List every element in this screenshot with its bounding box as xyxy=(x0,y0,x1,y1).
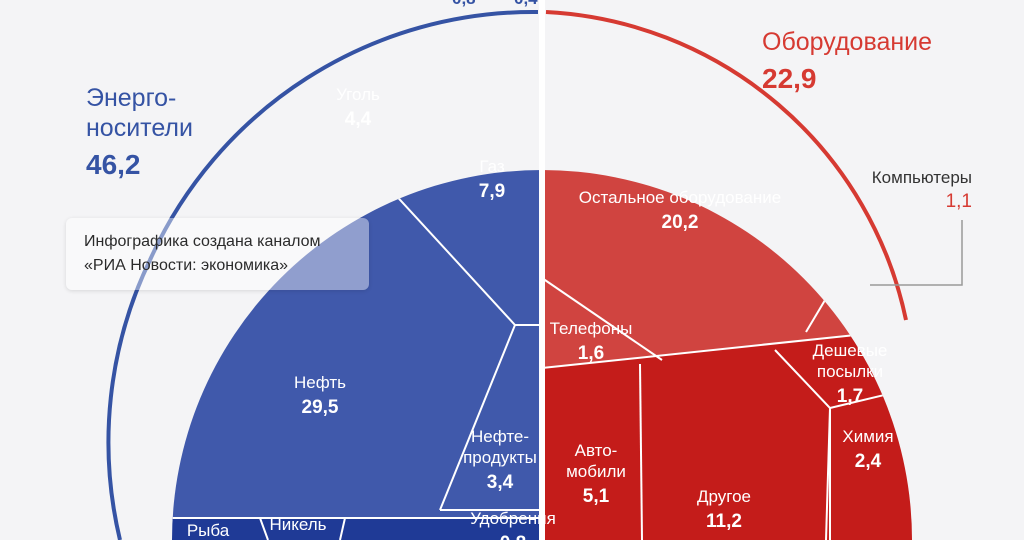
cell-labels: Нефть 29,5 Газ 7,9 Уголь 4,4 Нефте-продукты 3,4… xyxy=(187,85,894,540)
label-gaz-name: Газ xyxy=(479,157,505,176)
label-neft-value: 29,5 xyxy=(302,397,339,418)
computers-value: 1,1 xyxy=(946,191,972,212)
label-udobreniya-name: Удобрения xyxy=(470,509,556,528)
label-gaz-value: 7,9 xyxy=(479,181,505,202)
top-tick-label-1: 0,8 xyxy=(452,0,476,8)
group-energy-label: Энерго- xyxy=(86,84,176,112)
label-udobreniya-value: 0,8 xyxy=(500,533,526,540)
label-ostalnoe-name: Остальное оборудование xyxy=(579,188,781,207)
label-posylki-value: 1,7 xyxy=(837,386,863,407)
label-ostalnoe-value: 20,2 xyxy=(662,212,699,233)
label-drugoe-name: Другое xyxy=(697,487,751,506)
label-neft-name: Нефть xyxy=(294,373,346,392)
label-himiya-value: 2,4 xyxy=(855,451,882,472)
group-energy-label-line2: носители xyxy=(86,114,193,142)
label-avtomobili-value: 5,1 xyxy=(583,486,610,507)
blue-outer-arc xyxy=(106,259,152,540)
label-posylki-name-1: Дешевые xyxy=(813,341,888,360)
label-telefony-value: 1,6 xyxy=(578,343,604,364)
computers-label: Компьютеры xyxy=(872,168,972,187)
blue-outer-arc-top xyxy=(148,9,539,261)
label-himiya-name: Химия xyxy=(842,427,893,446)
label-nikel-name: Никель xyxy=(269,515,326,534)
label-drugoe-value: 11,2 xyxy=(706,511,742,532)
computers-leader-line xyxy=(870,220,963,286)
watermark-box: Инфографика создана каналом «РИА Новости… xyxy=(66,218,369,290)
group-equipment-label: Оборудование xyxy=(762,28,932,56)
cell-neft xyxy=(172,170,542,520)
label-posylki-name-2: посылки xyxy=(817,362,883,381)
label-ryba-name: Рыба xyxy=(187,521,230,540)
watermark-line1: Инфографика создана каналом xyxy=(84,233,321,250)
label-nefteprodukty-name-1: Нефте- xyxy=(471,427,529,446)
group-energy-value: 46,2 xyxy=(86,149,141,180)
label-avtomobili-name-2: мобили xyxy=(566,462,626,481)
label-ugol-value: 4,4 xyxy=(345,109,372,130)
cell-blue-bottom-band xyxy=(172,518,542,540)
label-nefteprodukty-value: 3,4 xyxy=(487,472,514,493)
label-telefony-name: Телефоны xyxy=(550,319,633,338)
label-ugol-name: Уголь xyxy=(336,85,380,104)
label-nefteprodukty-name-2: продукты xyxy=(463,448,537,467)
watermark-line2: «РИА Новости: экономика» xyxy=(84,257,289,274)
group-equipment-value: 22,9 xyxy=(762,63,817,94)
top-tick-label-2: 0,4 xyxy=(514,0,538,8)
red-outer-arc xyxy=(545,10,908,321)
label-avtomobili-name-1: Авто- xyxy=(575,441,618,460)
cell-red-dark xyxy=(542,325,912,540)
